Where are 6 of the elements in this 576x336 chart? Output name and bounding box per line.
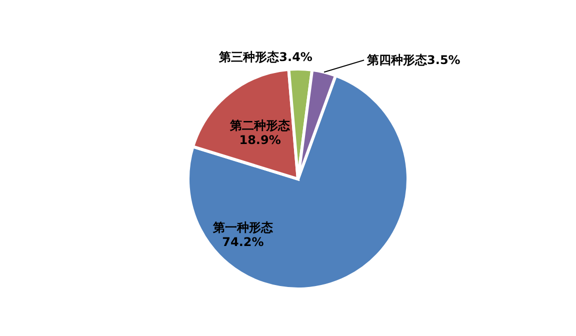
slice-label: 第三种形态3.4% — [218, 50, 312, 64]
data-label: 74.2% — [222, 235, 264, 249]
slice-label: 第二种形态 — [229, 118, 292, 132]
slice-label: 第一种形态 — [212, 220, 274, 235]
data-label: 18.9% — [239, 132, 281, 147]
slice-label: 第四种形态3.5% — [366, 53, 460, 68]
